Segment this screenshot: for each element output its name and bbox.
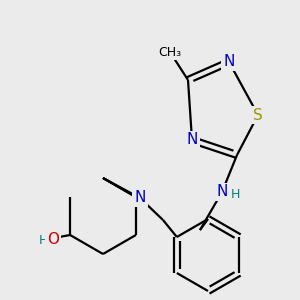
Text: CH₃: CH₃ [158, 46, 182, 59]
Text: H: H [38, 233, 48, 247]
Text: N: N [223, 55, 235, 70]
Text: N: N [134, 190, 146, 206]
Text: S: S [253, 107, 263, 122]
Text: N: N [216, 184, 228, 200]
Text: O: O [47, 232, 59, 247]
Text: N: N [186, 133, 198, 148]
Text: H: H [230, 188, 240, 200]
